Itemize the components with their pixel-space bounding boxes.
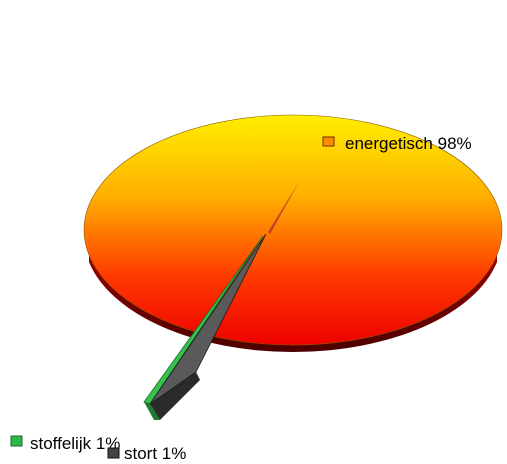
label-stoffelijk-text: stoffelijk 1% [30,434,120,453]
legend-swatch-stoffelijk [10,435,23,447]
slice-energetisch [83,114,503,352]
slice-stort-side [150,372,200,420]
legend-swatch-energetisch [322,136,335,147]
label-stort-text: stort 1% [124,444,186,463]
slice-stoffelijk-side [144,402,160,420]
label-stort: stort 1% [107,443,191,463]
slice-energetisch-top [83,114,503,346]
label-energetisch-text: energetisch 98% [345,134,472,153]
label-stoffelijk: stoffelijk 1% [10,434,120,453]
slice-stort [149,233,267,420]
label-energetisch: energetisch 98% [322,134,472,153]
slice-stort-top [149,233,267,405]
slice-stoffelijk-top [143,235,264,405]
slice-stoffelijk [143,235,264,420]
label-stort-bg [121,443,191,463]
leader-line [268,182,299,234]
legend-swatch-stort [107,447,120,459]
